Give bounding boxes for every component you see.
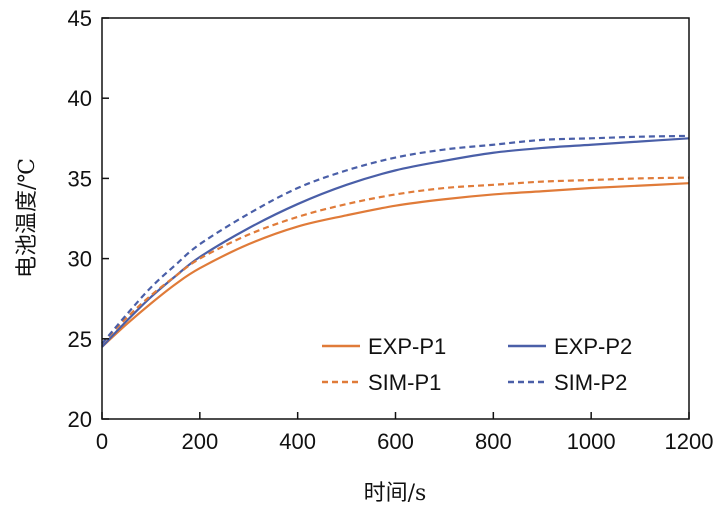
- y-tick-label: 20: [68, 407, 92, 432]
- x-tick-label: 1200: [665, 429, 714, 454]
- y-tick-label: 45: [68, 6, 92, 31]
- y-axis: 20 25 30 35 40 45: [68, 6, 109, 432]
- x-tick-label: 0: [96, 429, 108, 454]
- series-line-sim-p2: [101, 134, 690, 345]
- y-tick-label: 30: [68, 247, 92, 272]
- series-layer: [101, 134, 690, 348]
- legend: EXP-P1 EXP-P2 SIM-P1 SIM-P2: [322, 334, 632, 395]
- x-tick-label: 400: [279, 429, 316, 454]
- x-tick-label: 1000: [567, 429, 616, 454]
- series-line-exp-p2: [101, 137, 690, 348]
- y-axis-label: 电池温度/℃: [15, 158, 40, 278]
- x-axis-label: 时间/s: [364, 481, 427, 506]
- x-tick-label: 200: [181, 429, 218, 454]
- legend-label-exp-p2: EXP-P2: [554, 334, 632, 359]
- x-tick-label: 800: [475, 429, 512, 454]
- legend-label-sim-p2: SIM-P2: [554, 370, 627, 395]
- y-tick-label: 40: [68, 86, 92, 111]
- series-line-sim-p1: [101, 176, 690, 345]
- x-tick-label: 600: [377, 429, 414, 454]
- y-tick-label: 25: [68, 327, 92, 352]
- series-line-exp-p1: [101, 182, 690, 348]
- y-tick-label: 35: [68, 166, 92, 191]
- legend-label-sim-p1: SIM-P1: [368, 370, 441, 395]
- x-axis: 0 200 400 600 800 1000 1200: [96, 412, 714, 454]
- legend-label-exp-p1: EXP-P1: [368, 334, 446, 359]
